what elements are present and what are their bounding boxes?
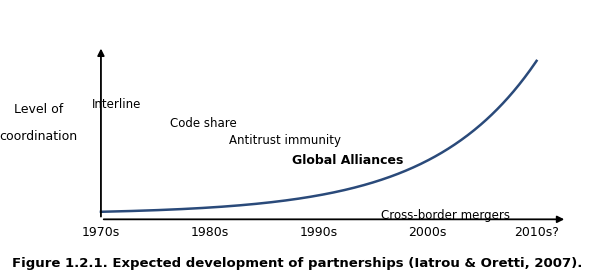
Text: 2010s?: 2010s? xyxy=(514,226,559,239)
Text: coordination: coordination xyxy=(0,130,78,143)
Text: Figure 1.2.1. Expected development of partnerships (Iatrou & Oretti, 2007).: Figure 1.2.1. Expected development of pa… xyxy=(12,257,583,270)
Text: Global Alliances: Global Alliances xyxy=(292,153,403,167)
Text: 1980s: 1980s xyxy=(191,226,229,239)
Text: 2000s: 2000s xyxy=(409,226,447,239)
Text: Cross-border mergers: Cross-border mergers xyxy=(381,209,510,222)
Text: Code share: Code share xyxy=(170,117,236,130)
Text: 1970s: 1970s xyxy=(82,226,120,239)
Text: Level of: Level of xyxy=(14,103,63,116)
Text: Interline: Interline xyxy=(92,97,142,111)
Text: 1990s: 1990s xyxy=(300,226,338,239)
Text: Antitrust immunity: Antitrust immunity xyxy=(229,134,341,147)
